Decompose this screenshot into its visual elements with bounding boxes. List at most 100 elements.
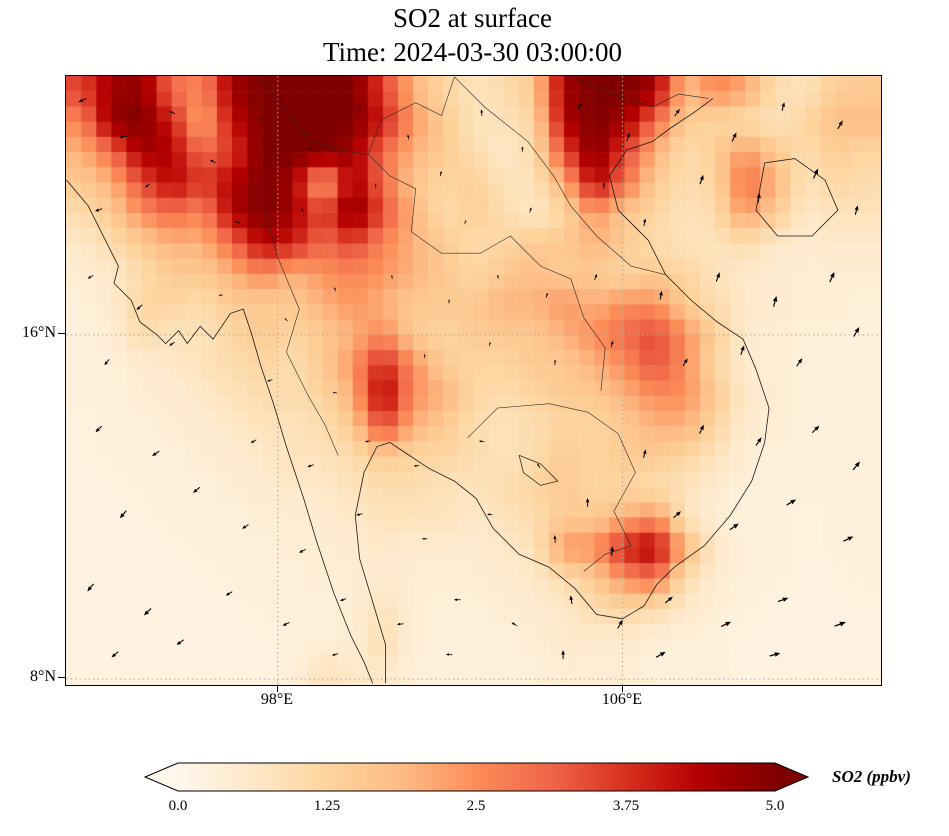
wind-arrow-head: [854, 327, 860, 333]
wind-arrow-head: [119, 513, 125, 519]
wind-arrow-head: [553, 535, 557, 539]
wind-arrow-head: [250, 440, 255, 443]
wind-arrow-head: [95, 208, 100, 212]
wind-arrow-head: [626, 132, 631, 138]
wind-arrow-head: [78, 98, 84, 103]
colorbar-gradient: [178, 763, 775, 791]
wind-arrow-head: [699, 174, 704, 181]
colorbar-tick-3: 3.75: [612, 798, 640, 814]
wind-arrow-head: [585, 497, 590, 503]
wind-arrow-head: [642, 449, 647, 455]
wind-arrow-head: [594, 273, 597, 278]
y-tickmark-16n: [58, 333, 65, 335]
wind-arrow-head: [667, 596, 673, 602]
wind-arrow-head: [168, 111, 173, 114]
wind-arrow-head: [782, 597, 789, 602]
wind-arrow-head: [487, 513, 490, 516]
wind-arrow-head: [464, 220, 467, 223]
wind-arrow-head: [561, 650, 565, 655]
wind-arrow-head: [193, 488, 198, 493]
wind-arrow-head: [610, 340, 614, 345]
wind-arrow-head: [448, 299, 450, 302]
wind-arrow-head: [854, 205, 859, 211]
wind-arrow-head: [733, 523, 739, 529]
wind-arrow-head: [334, 287, 336, 290]
wind-arrow-head: [453, 598, 458, 602]
wind-arrow-head: [839, 621, 846, 627]
wind-arrow-head: [813, 168, 819, 175]
wind-arrow-head: [529, 207, 532, 211]
wind-arrow-head: [699, 424, 704, 431]
y-tickmark-8n: [58, 677, 65, 679]
x-axis-tick-98e: 98°E: [260, 691, 294, 708]
wind-arrow-head: [797, 358, 803, 364]
wind-arrow-head: [725, 621, 732, 627]
wind-arrow-head: [814, 425, 820, 431]
graticule-gridlines: [66, 76, 881, 685]
colorbar-outline: [143, 762, 810, 792]
colorbar-extend-right: [775, 763, 808, 791]
wind-arrow-head: [838, 120, 843, 126]
wind-arrow-head: [643, 218, 647, 223]
wind-arrow-head: [358, 103, 361, 107]
plot-subtitle-time: Time: 2024-03-30 03:00:00: [322, 37, 623, 67]
wind-arrow-head: [497, 274, 499, 278]
wind-arrow-head: [578, 103, 582, 108]
wind-arrow-head: [284, 318, 287, 321]
wind-arrow-head: [298, 549, 303, 553]
wind-arrow-head: [478, 440, 482, 443]
wind-arrow-head: [659, 290, 663, 296]
wind-arrow-head: [331, 653, 336, 656]
wind-arrow-head: [225, 592, 230, 596]
wind-arrow-head: [511, 622, 515, 626]
wind-arrow-head: [234, 221, 238, 224]
wind-arrow-head: [439, 170, 442, 174]
colorbar-tick-2: 2.5: [466, 798, 486, 814]
wind-arrow-head: [675, 108, 680, 114]
wind-arrow-head: [267, 379, 271, 382]
colorbar-tick-4: 5.0: [765, 798, 785, 814]
map-plot-area: [65, 75, 882, 686]
so2-heatmap: [66, 76, 881, 685]
wind-arrow-head: [169, 342, 173, 346]
wind-arrow-head: [602, 182, 606, 186]
wind-arrow-head: [772, 296, 778, 302]
x-tickmark-106e: [621, 685, 623, 692]
wind-arrow-head: [480, 109, 483, 113]
wind-arrow-head: [537, 463, 540, 467]
wind-arrow-head: [781, 102, 785, 107]
wind-arrow-head: [569, 595, 574, 601]
wind-arrow-head: [340, 598, 344, 601]
wind-arrow-head: [307, 464, 311, 468]
wind-arrow-head: [545, 292, 548, 296]
wind-arrow-head: [421, 537, 425, 540]
wind-arrow-head: [716, 272, 720, 278]
wind-arrow-head: [374, 183, 377, 186]
wind-arrow-head: [87, 275, 92, 279]
wind-arrow-head: [521, 146, 524, 150]
wind-arrow-head: [242, 525, 247, 529]
wind-arrow-head: [790, 499, 797, 505]
wind-arrow-head: [740, 345, 745, 351]
wind-arrow-head: [218, 294, 221, 297]
wind-arrow-head: [301, 208, 304, 211]
y-axis-tick-8n: 8°N: [30, 668, 56, 685]
wind-arrow-head: [683, 358, 688, 364]
colorbar-extend-left: [145, 763, 178, 791]
coastlines: [66, 98, 839, 684]
wind-arrow-head: [111, 653, 117, 658]
wind-arrow-head: [847, 536, 854, 541]
wind-arrow-head: [756, 192, 761, 199]
wind-arrow-head: [830, 272, 835, 278]
wind-arrow-head: [445, 653, 450, 656]
wind-arrow-head: [423, 353, 426, 357]
wind-arrow-head: [95, 427, 100, 433]
wind-arrow-head: [259, 116, 263, 120]
y-axis-tick-16n: 16°N: [22, 324, 56, 341]
wind-arrow-head: [854, 461, 861, 468]
plot-title: SO2 at surface: [393, 3, 552, 33]
wind-arrow-head: [136, 306, 141, 310]
wind-arrow-head: [144, 184, 149, 188]
wind-arrow-head: [391, 274, 393, 278]
